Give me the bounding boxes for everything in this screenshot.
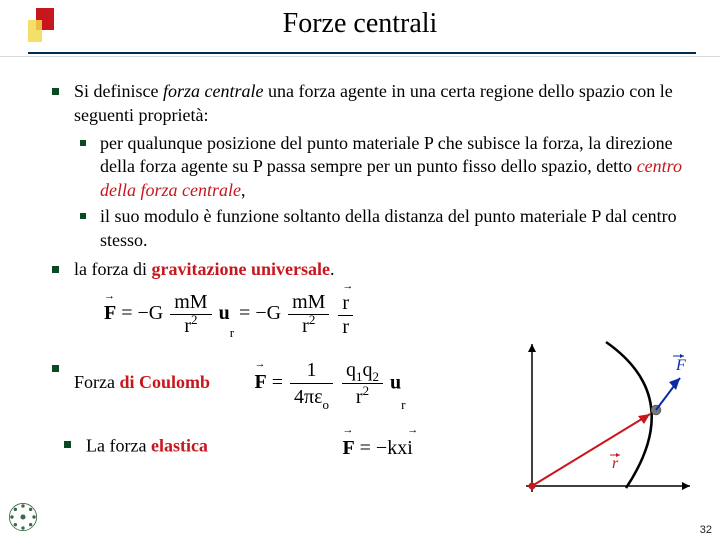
coulomb-a: Forza: [74, 372, 119, 392]
sub1-tail: ,: [241, 180, 246, 200]
title-rule-thin: [0, 56, 720, 57]
x-axis-arrow: [682, 482, 690, 490]
slide-title: Forze centrali: [0, 8, 720, 40]
def-term: forza centrale: [163, 81, 264, 101]
coul-4pe-sub: o: [323, 397, 330, 412]
grav-den1: r: [184, 315, 191, 337]
r-vector: [532, 414, 650, 486]
grav-tail: .: [330, 259, 335, 279]
sub-bullet-1: per qualunque posizione del punto materi…: [74, 132, 684, 203]
sub-bullet-2: il suo modulo è funzione soltanto della …: [74, 205, 684, 253]
grav-num1: mM: [170, 291, 211, 314]
equation-gravitation: F = −G mMr2 ur = −G mMr2 rr: [104, 290, 684, 339]
el-F: F: [342, 437, 354, 459]
coul-usub: r: [401, 397, 405, 412]
y-axis-arrow: [528, 344, 536, 352]
bullet-list: Si definisce forza centrale una forza ag…: [48, 80, 684, 282]
r-label: r: [612, 455, 619, 472]
coul-q1: 1: [356, 369, 363, 384]
grav-a: la forza di: [74, 259, 151, 279]
grav-F: F: [104, 302, 116, 324]
sub1-text: per qualunque posizione del punto materi…: [100, 133, 673, 177]
grav-usub: r: [230, 325, 234, 340]
bullet-definition: Si definisce forza centrale una forza ag…: [48, 80, 684, 252]
r-vector-head: [638, 414, 650, 424]
grav-num2: mM: [288, 291, 329, 314]
coul-1: 1: [290, 357, 333, 383]
coul-r: r: [356, 386, 363, 408]
grav-vec-r: r: [342, 290, 349, 315]
equation-coulomb: F = 14πεo q1q2r2 ur: [255, 357, 406, 411]
el-eq: = −kx: [355, 437, 408, 459]
footer-logo-icon: [6, 500, 40, 534]
title-rule-thick: [28, 52, 696, 54]
coul-u: u: [390, 371, 401, 393]
coul-q: q: [346, 359, 356, 381]
sub-list: per qualunque posizione del punto materi…: [74, 132, 684, 253]
grav-over-r: r: [338, 315, 353, 339]
page-number: 32: [700, 524, 712, 536]
coul-F: F: [255, 371, 267, 393]
bullet-gravitation: la forza di gravitazione universale.: [48, 258, 684, 282]
coul-eq: =: [267, 371, 288, 393]
coul-q-b: q: [363, 359, 373, 381]
f-label: F: [675, 357, 686, 374]
grav-eq1: = −G: [116, 302, 168, 324]
coulomb-term: di Coulomb: [119, 372, 210, 392]
central-force-diagram: F r: [516, 338, 696, 498]
equation-elastic: F = −kxi: [342, 433, 412, 461]
grav-term: gravitazione universale: [151, 259, 329, 279]
el-i: i: [407, 433, 413, 461]
coul-4pe: 4πε: [294, 386, 323, 408]
grav-den2: r: [302, 315, 309, 337]
coul-q2: 2: [373, 369, 380, 384]
elastic-term: elastica: [151, 435, 208, 455]
sub2-text: il suo modulo è funzione soltanto della …: [100, 206, 677, 250]
elastic-a: La forza: [86, 435, 151, 455]
def-lead: Si definisce: [74, 81, 163, 101]
grav-u: u: [219, 302, 230, 324]
grav-eq2: = −G: [239, 302, 286, 324]
f-vector-head: [669, 378, 680, 390]
